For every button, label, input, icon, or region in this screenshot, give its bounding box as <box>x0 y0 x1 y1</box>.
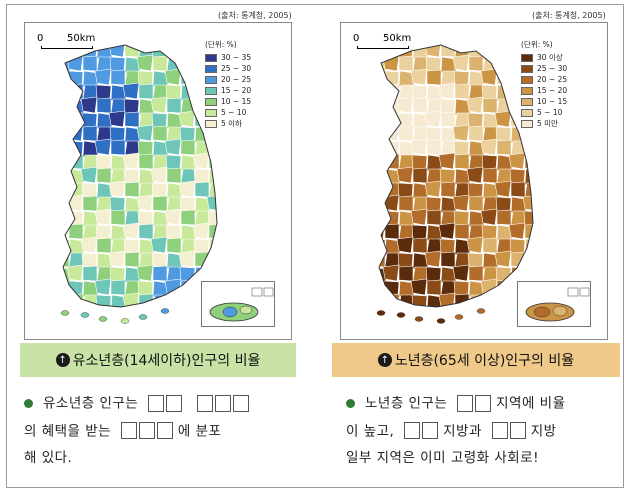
blank-box[interactable] <box>457 394 474 412</box>
legend-label: 20 ~ 25 <box>221 75 252 84</box>
legend-item: 5 이하 <box>205 118 275 129</box>
blank-box[interactable] <box>491 422 508 439</box>
blank-box[interactable] <box>120 422 137 439</box>
left-legend: (단위: %) 30 ~ 35 25 ~ 30 20 ~ 25 15 ~ 20 10 ~… <box>205 39 275 129</box>
legend-swatch <box>205 86 217 95</box>
elderly-text-5: 지방 <box>530 423 557 439</box>
legend-label: 20 ~ 25 <box>537 75 568 84</box>
legend-label: 25 ~ 30 <box>221 64 252 73</box>
elderly-map: 0 50km (단위: %) 30 이상 25 ~ 30 20 ~ 25 15 ~ 2… <box>340 22 608 340</box>
youth-text-1: 유소년층 인구는 <box>43 395 139 412</box>
youth-description: 유소년층 인구는 의 혜택을 받는 에 분포 해 있다. <box>24 390 306 472</box>
blank-box[interactable] <box>148 394 165 412</box>
blank-box[interactable] <box>404 422 421 439</box>
legend-label: 30 이상 <box>537 53 563 62</box>
legend-label: 5 ~ 10 <box>221 108 247 117</box>
right-source: (출처: 통계청, 2005) <box>532 11 606 20</box>
legend-label: 30 ~ 35 <box>221 53 252 62</box>
blank-box[interactable] <box>232 394 249 412</box>
blank-box[interactable] <box>166 394 183 412</box>
legend-swatch <box>521 53 533 62</box>
legend-item: 15 ~ 20 <box>521 85 591 96</box>
left-source: (출처: 통계청, 2005) <box>218 11 292 20</box>
legend-swatch <box>521 119 533 128</box>
bullet-icon <box>346 399 355 408</box>
youth-text-2: 의 혜택을 받는 <box>24 423 112 439</box>
legend-item: 5 미만 <box>521 118 591 129</box>
blank-box[interactable] <box>475 394 492 412</box>
bullet-icon <box>24 399 33 408</box>
legend-item: 30 이상 <box>521 52 591 63</box>
youth-text-4: 해 있다. <box>24 450 73 466</box>
elderly-caption: ↑ 노년층(65세 이상)인구의 비율 <box>332 343 620 377</box>
youth-caption-text: 유소년층(14세이하)인구의 비율 <box>72 353 261 369</box>
legend-item: 15 ~ 20 <box>205 85 275 96</box>
legend-label: 5 이하 <box>221 119 242 128</box>
blank-box[interactable] <box>509 422 526 439</box>
right-legend: (단위: %) 30 이상 25 ~ 30 20 ~ 25 15 ~ 20 10 ~ 1… <box>521 39 591 129</box>
elderly-caption-text: 노년층(65세 이상)인구의 비율 <box>394 353 575 369</box>
left-scale-zero: 0 <box>37 33 44 44</box>
legend-item: 10 ~ 15 <box>521 96 591 107</box>
left-scale-bar: 0 50km <box>37 33 97 49</box>
right-scale-zero: 0 <box>353 33 360 44</box>
elderly-text-4: 지방과 <box>443 423 482 439</box>
legend-swatch <box>521 97 533 106</box>
right-scale-dist: 50km <box>383 33 412 44</box>
youth-korea-map <box>60 44 218 324</box>
right-legend-unit: (단위: %) <box>521 40 553 49</box>
legend-swatch <box>521 108 533 117</box>
blank-box[interactable] <box>138 422 155 439</box>
legend-swatch <box>205 108 217 117</box>
legend-label: 25 ~ 30 <box>537 64 568 73</box>
legend-swatch <box>205 97 217 106</box>
blank-box[interactable] <box>156 422 173 439</box>
youth-text-3: 에 분포 <box>177 423 222 439</box>
legend-label: 15 ~ 20 <box>221 86 252 95</box>
legend-swatch <box>205 119 217 128</box>
legend-item: 20 ~ 25 <box>521 74 591 85</box>
legend-swatch <box>205 53 217 62</box>
youth-caption: ↑ 유소년층(14세이하)인구의 비율 <box>20 343 296 377</box>
legend-item: 25 ~ 30 <box>205 63 275 74</box>
legend-swatch <box>521 75 533 84</box>
blank-box[interactable] <box>214 394 231 412</box>
right-scale-bar: 0 50km <box>353 33 413 49</box>
elderly-description: 노년층 인구는 지역에 비율 이 높고, 지방과 지방 일부 지역은 이미 고령… <box>346 390 622 472</box>
legend-item: 20 ~ 25 <box>205 74 275 85</box>
blank-box[interactable] <box>196 394 213 412</box>
left-legend-unit: (단위: %) <box>205 40 237 49</box>
caption-arrow-icon: ↑ <box>377 353 392 367</box>
left-jeju-inset <box>201 281 275 327</box>
legend-swatch <box>521 64 533 73</box>
legend-swatch <box>205 75 217 84</box>
elderly-text-3: 이 높고, <box>346 423 395 439</box>
left-scale-dist: 50km <box>67 33 96 44</box>
legend-item: 5 ~ 10 <box>521 107 591 118</box>
blank-box[interactable] <box>422 422 439 439</box>
elderly-text-1: 노년층 인구는 <box>365 395 448 412</box>
legend-label: 15 ~ 20 <box>537 86 568 95</box>
legend-label: 5 ~ 10 <box>537 108 563 117</box>
elderly-text-2: 지역에 비율 <box>496 395 566 412</box>
legend-label: 10 ~ 15 <box>221 97 252 106</box>
legend-label: 5 미만 <box>537 119 558 128</box>
elderly-text-6: 일부 지역은 이미 고령화 사회로! <box>346 450 540 466</box>
legend-item: 30 ~ 35 <box>205 52 275 63</box>
right-jeju-inset <box>517 281 591 327</box>
youth-map: 0 50km (단위: %) 30 ~ 35 25 ~ 30 20 ~ 25 15 ~… <box>24 22 292 340</box>
legend-label: 10 ~ 15 <box>537 97 568 106</box>
legend-item: 25 ~ 30 <box>521 63 591 74</box>
legend-item: 5 ~ 10 <box>205 107 275 118</box>
legend-item: 10 ~ 15 <box>205 96 275 107</box>
legend-swatch <box>521 86 533 95</box>
caption-arrow-icon: ↑ <box>55 353 70 367</box>
legend-swatch <box>205 64 217 73</box>
